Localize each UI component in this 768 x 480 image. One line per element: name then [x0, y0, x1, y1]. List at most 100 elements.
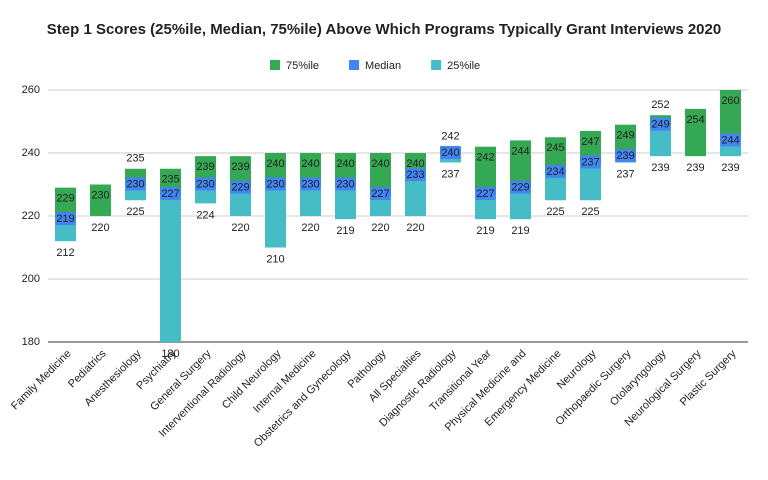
- bar-lower: [335, 184, 356, 220]
- bar-lower: [160, 193, 181, 342]
- p25-label: 219: [336, 225, 354, 237]
- median-label-bg: [125, 177, 146, 191]
- p25-label: 219: [511, 225, 529, 237]
- p75-label: 242: [441, 131, 459, 143]
- median-label: 249: [651, 119, 669, 131]
- bar-upper: [195, 156, 216, 185]
- legend-swatch: [431, 60, 442, 70]
- median-label: 239: [616, 150, 634, 162]
- bar-lower: [545, 171, 566, 201]
- median-label: 237: [581, 156, 599, 168]
- p25-label: 210: [266, 253, 284, 265]
- p75-label: 230: [91, 189, 109, 201]
- p75-label: 235: [126, 153, 144, 165]
- median-label: 229: [231, 182, 249, 194]
- p25-label: 219: [476, 225, 494, 237]
- y-tick-label: 260: [22, 84, 40, 96]
- legend-swatch: [270, 60, 280, 70]
- x-tick-label: Transitional Year: [428, 347, 494, 413]
- x-tick-label: General Surgery: [148, 347, 214, 413]
- bar-upper: [335, 153, 356, 185]
- y-tick-label: 220: [22, 210, 40, 222]
- p25-label: 239: [721, 162, 739, 174]
- p25-label: 225: [546, 206, 564, 218]
- chart-title: Step 1 Scores (25%ile, Median, 75%ile) A…: [47, 21, 721, 38]
- bar-upper: [300, 153, 321, 185]
- p25-label: 220: [91, 222, 109, 234]
- bar-upper: [580, 130, 601, 163]
- median-label-bg: [195, 177, 216, 191]
- legend-swatch: [349, 60, 360, 70]
- median-label: 233: [406, 169, 424, 181]
- median-label-bg: [265, 177, 286, 191]
- bar-upper: [685, 108, 706, 157]
- p25-label: 225: [126, 206, 144, 218]
- median-label-bg: [440, 146, 461, 159]
- p75-label: 239: [231, 161, 249, 173]
- p25-label: 220: [406, 222, 424, 234]
- median-label: 234: [546, 166, 564, 178]
- median-label: 219: [56, 213, 74, 225]
- p75-label: 235: [161, 174, 179, 186]
- median-label-bg: [580, 155, 601, 169]
- p75-label: 242: [476, 152, 494, 164]
- p25-label: 220: [231, 222, 249, 234]
- median-label: 244: [721, 134, 739, 146]
- bar-upper: [615, 124, 636, 157]
- bar-lower: [580, 162, 601, 201]
- bar-upper: [370, 153, 391, 194]
- median-label-bg: [55, 212, 76, 226]
- p25-label: 212: [56, 247, 74, 259]
- bar-lower: [510, 187, 531, 220]
- p75-label: 260: [721, 95, 739, 107]
- bar-lower: [405, 175, 426, 216]
- median-label-bg: [405, 168, 426, 182]
- x-tick-label: Child Neurology: [220, 347, 284, 411]
- median-label-bg: [510, 180, 531, 194]
- p25-label: 237: [441, 168, 459, 180]
- p25-label: 239: [651, 162, 669, 174]
- p75-label: 252: [651, 99, 669, 111]
- bar-upper: [475, 146, 496, 194]
- median-label: 229: [511, 182, 529, 194]
- bar-upper: [265, 153, 286, 185]
- legend-label: 25%ile: [447, 60, 480, 72]
- p75-label: 247: [581, 136, 599, 148]
- bar-upper: [545, 137, 566, 172]
- median-label-bg: [650, 117, 671, 131]
- p75-label: 244: [511, 145, 529, 157]
- median-label: 230: [266, 178, 284, 190]
- median-label-bg: [300, 177, 321, 191]
- p75-label: 229: [56, 193, 74, 205]
- p25-label: 224: [196, 209, 214, 221]
- bar-lower: [300, 184, 321, 216]
- bar-upper: [510, 140, 531, 188]
- median-label: 227: [161, 188, 179, 200]
- x-tick-label: Family Medicine: [9, 348, 74, 413]
- median-label: 230: [196, 178, 214, 190]
- y-tick-label: 180: [22, 336, 40, 348]
- x-tick-label: Internal Medicine: [251, 348, 319, 416]
- p75-label: 245: [546, 142, 564, 154]
- median-label: 230: [126, 178, 144, 190]
- bar-upper: [720, 90, 741, 141]
- median-label: 230: [301, 178, 319, 190]
- median-label-bg: [160, 186, 181, 200]
- p75-label: 254: [686, 114, 704, 126]
- y-tick-label: 240: [22, 147, 40, 159]
- p25-label: 225: [581, 206, 599, 218]
- p25-label: 220: [371, 222, 389, 234]
- bar-lower: [650, 124, 671, 157]
- y-tick-label: 200: [22, 273, 40, 285]
- p75-label: 240: [301, 158, 319, 170]
- p75-label: 240: [336, 158, 354, 170]
- median-label: 240: [441, 147, 459, 159]
- bar-lower: [475, 193, 496, 220]
- median-label-bg: [475, 186, 496, 200]
- bar-lower: [230, 187, 251, 216]
- median-label-bg: [230, 180, 251, 194]
- p25-label: 220: [301, 222, 319, 234]
- p75-label: 240: [371, 158, 389, 170]
